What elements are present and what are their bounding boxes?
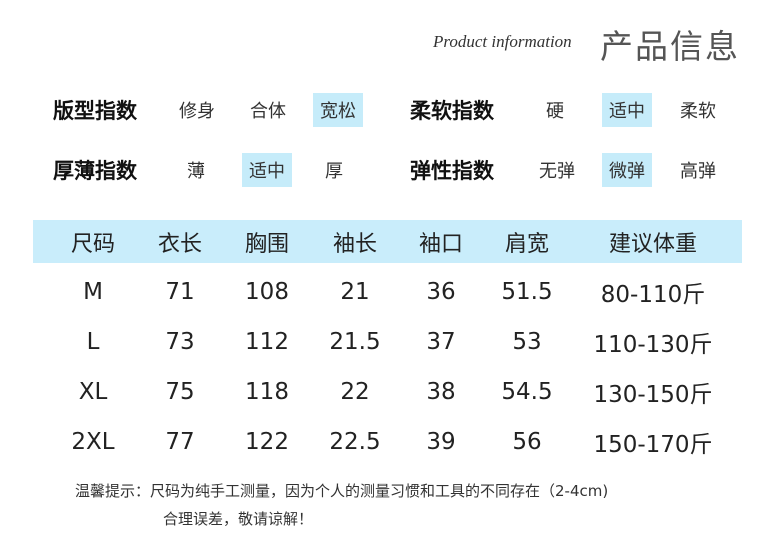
- column-header: 袖长: [332, 232, 378, 257]
- index-label: 厚薄指数: [53, 159, 137, 183]
- table-cell: M: [83, 279, 103, 305]
- index-label: 柔软指数: [410, 99, 494, 123]
- index-option: 薄: [187, 161, 205, 182]
- table-cell: 73: [165, 329, 195, 355]
- table-cell: 54.5: [501, 379, 553, 405]
- table-cell: 36: [426, 279, 456, 305]
- note-line-1: 温馨提示：尺码为纯手工测量，因为个人的测量习惯和工具的不同存在（2-4cm): [75, 482, 609, 500]
- index-option-selected: 适中: [602, 93, 652, 127]
- table-cell: 118: [245, 379, 289, 405]
- index-label: 弹性指数: [410, 159, 494, 183]
- table-cell: 77: [165, 429, 195, 455]
- index-option: 柔软: [680, 101, 716, 122]
- index-option: 合体: [250, 101, 286, 122]
- table-cell: 122: [245, 429, 289, 455]
- table-cell: 39: [426, 429, 456, 455]
- subtitle-en: Product information: [433, 32, 572, 51]
- table-cell: 2XL: [71, 429, 115, 455]
- index-option: 无弹: [539, 161, 575, 182]
- table-cell: XL: [78, 379, 108, 405]
- table-cell: 21: [340, 279, 370, 305]
- table-cell: 75: [165, 379, 195, 405]
- table-cell: 130-150斤: [593, 382, 713, 408]
- table-cell: 108: [245, 279, 289, 305]
- index-option-selected: 宽松: [313, 93, 363, 127]
- table-cell: 56: [512, 429, 542, 455]
- table-cell: 112: [245, 329, 289, 355]
- table-cell: 21.5: [329, 329, 381, 355]
- index-option-selected: 微弹: [602, 153, 652, 187]
- table-cell: L: [86, 329, 100, 355]
- page-title: 产品信息: [600, 27, 740, 66]
- table-cell: 150-170斤: [593, 432, 713, 458]
- table-cell: 38: [426, 379, 456, 405]
- table-cell: 22: [340, 379, 370, 405]
- table-cell: 110-130斤: [593, 332, 713, 358]
- table-cell: 22.5: [329, 429, 381, 455]
- column-header: 袖口: [418, 232, 464, 257]
- table-cell: 51.5: [501, 279, 553, 305]
- table-cell: 53: [512, 329, 542, 355]
- index-label: 版型指数: [53, 99, 137, 123]
- table-cell: 37: [426, 329, 456, 355]
- index-option: 修身: [179, 101, 215, 122]
- column-header: 衣长: [157, 232, 203, 257]
- index-option: 硬: [546, 101, 564, 122]
- index-option: 高弹: [680, 161, 716, 182]
- table-header-band: [33, 220, 742, 263]
- table-cell: 71: [165, 279, 195, 305]
- note-line-2: 合理误差，敬请谅解！: [163, 510, 314, 528]
- column-header: 建议体重: [608, 232, 698, 257]
- column-header: 尺码: [70, 232, 116, 257]
- index-option: 厚: [325, 161, 343, 182]
- column-header: 胸围: [244, 232, 290, 257]
- index-option-selected: 适中: [242, 153, 292, 187]
- table-cell: 80-110斤: [600, 282, 706, 308]
- column-header: 肩宽: [504, 232, 550, 257]
